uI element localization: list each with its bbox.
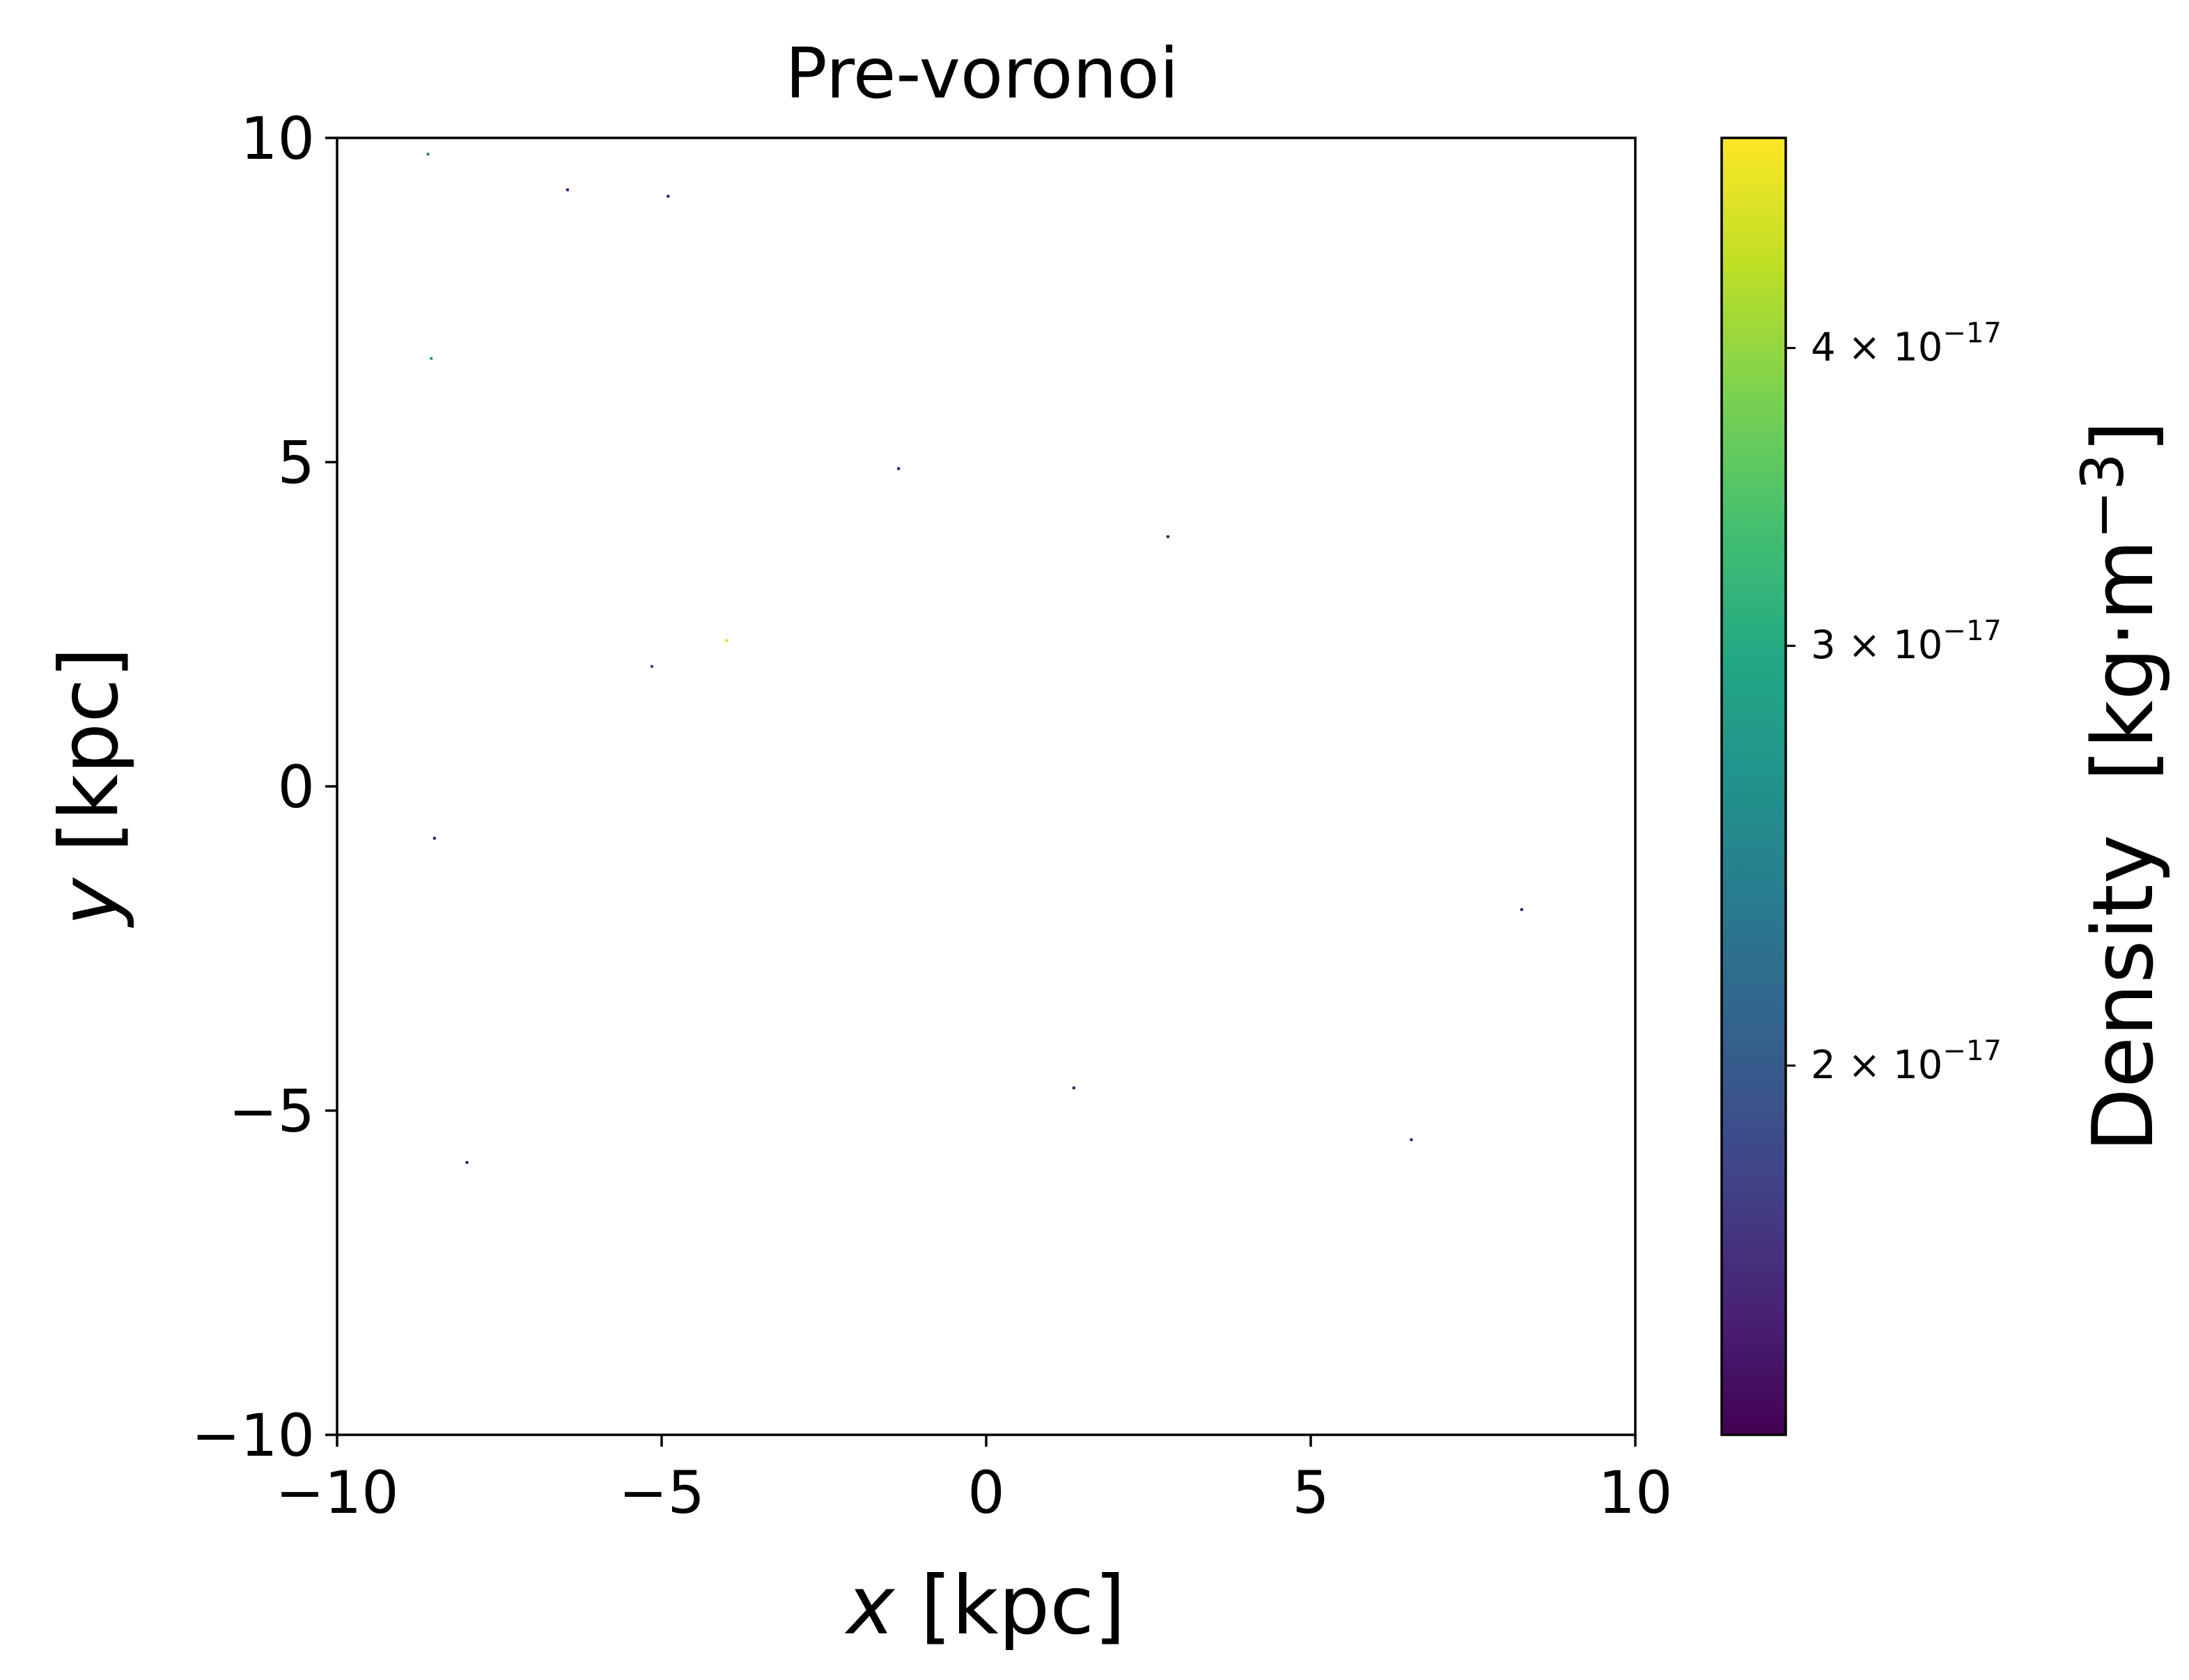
plot-area (336, 137, 1637, 1436)
colorbar-label-exponent: −3 (2069, 453, 2137, 539)
data-point (897, 467, 901, 470)
x-tick-label: 5 (1292, 1459, 1329, 1527)
x-axis: −10 −5 0 5 10 (275, 1435, 1672, 1527)
y-tick-label: −5 (228, 1078, 315, 1146)
y-tick-label: 0 (278, 753, 315, 821)
colorbar-gradient (1722, 138, 1786, 1435)
data-point (651, 664, 654, 668)
chart-title: Pre-voronoi (785, 33, 1178, 114)
x-tick-label: −5 (618, 1459, 705, 1527)
colorbar-label-suffix: ] (2075, 421, 2172, 453)
y-axis: −10 −5 0 5 10 (192, 104, 337, 1470)
data-point (566, 188, 569, 192)
x-tick-label: 10 (1598, 1459, 1673, 1527)
axes-frame (336, 137, 1637, 1436)
data-point (1166, 535, 1169, 538)
y-axis-unit: [kpc] (42, 647, 137, 878)
data-point (465, 1160, 469, 1164)
x-tick-label: 0 (967, 1459, 1004, 1527)
colorbar-label: Density [kg·m−3] (2069, 421, 2172, 1153)
x-axis-variable: x (845, 1559, 896, 1653)
colorbar-frame (1720, 137, 1787, 1436)
data-point (426, 153, 430, 156)
x-tick-label: −10 (275, 1459, 398, 1527)
colorbar: 2 × 10−17 3 × 10−17 4 × 10−17 Density [kg·… (1720, 137, 2172, 1436)
data-point (725, 639, 729, 642)
colorbar-tick-label: 4 × 10−17 (1811, 318, 2002, 371)
y-axis-label: y [kpc] (42, 647, 137, 928)
data-point (433, 837, 436, 840)
data-point (430, 357, 433, 360)
data-point (1410, 1138, 1413, 1142)
colorbar-tick-label: 2 × 10−17 (1811, 1035, 2002, 1088)
x-axis-label: x [kpc] (845, 1559, 1126, 1653)
colorbar-label-prefix: Density [kg·m (2075, 539, 2172, 1152)
data-point (1520, 908, 1523, 911)
y-tick-label: 5 (278, 429, 315, 497)
colorbar-ticks: 2 × 10−17 3 × 10−17 4 × 10−17 (1786, 318, 2002, 1088)
data-point (667, 194, 670, 198)
data-point (1072, 1086, 1075, 1089)
y-axis-variable: y (42, 877, 137, 928)
points-layer (426, 153, 1523, 1164)
x-axis-unit: [kpc] (894, 1559, 1125, 1653)
y-tick-label: 10 (240, 104, 315, 173)
colorbar-tick-label: 3 × 10−17 (1811, 615, 2002, 668)
y-tick-label: −10 (192, 1401, 315, 1470)
